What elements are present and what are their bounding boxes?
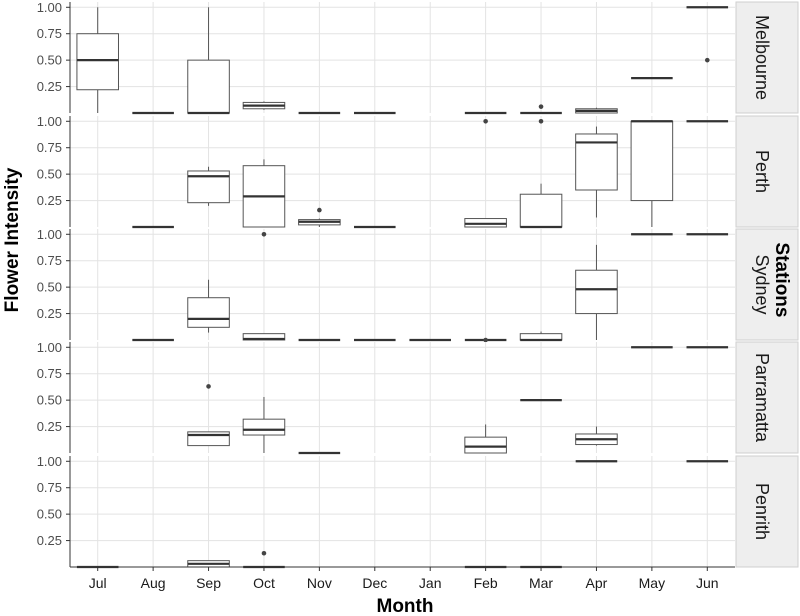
outlier-point [317, 207, 322, 213]
outlier-point [261, 550, 267, 556]
y-axis-title: Flower Intensity [2, 167, 23, 312]
box-oct [242, 396, 286, 453]
x-tick-label: Jan [419, 575, 442, 591]
x-tick-label: Apr [586, 575, 608, 591]
iqr-box [630, 120, 674, 202]
facet-strip [735, 115, 799, 228]
y-tick-label: 1.00 [37, 227, 62, 242]
box-oct [242, 101, 286, 110]
y-tick-label: 0.50 [37, 393, 62, 408]
box-apr [575, 107, 618, 114]
box-mar [520, 104, 562, 115]
box-sep [187, 560, 230, 568]
x-tick-label: Dec [362, 575, 387, 591]
facet-strip-label: Parramatta [752, 353, 772, 443]
facet-strip-label: Perth [752, 150, 772, 193]
box-may [630, 120, 674, 227]
y-tick-label: 0.25 [37, 306, 62, 321]
box-nov [298, 207, 341, 227]
facet-panel-penrith: 0.25 0.50 0.75 1.00 Penrith [37, 454, 799, 569]
x-tick-label: Oct [253, 575, 275, 591]
facet-strip-label: Melbourne [752, 15, 772, 100]
iqr-box [242, 418, 286, 436]
panels-layer: 0.25 0.50 0.75 1.00 Melbourne 0.25 0.50 0.75 1.0… [37, 0, 799, 569]
facet-panel-sydney: 0.25 0.50 0.75 1.00 Sydney [37, 227, 799, 343]
y-tick-label: 0.75 [37, 366, 62, 381]
facet-panel-parramatta: 0.25 0.50 0.75 1.00 Parramatta [37, 340, 799, 455]
box-mar [519, 331, 563, 342]
x-axis: Jul Aug Sep Oct Nov Dec Jan Feb Mar Apr May Jun [70, 566, 735, 591]
box-feb [464, 337, 507, 343]
facet-strip-label: Penrith [752, 483, 772, 540]
y-tick-label: 0.75 [37, 140, 62, 155]
outlier-point [704, 57, 710, 63]
iqr-box [187, 431, 230, 447]
facet-strip-label: Sydney [752, 254, 772, 314]
iqr-box [575, 269, 618, 315]
outlier-point [538, 104, 544, 109]
y-tick-label: 0.75 [37, 26, 62, 41]
panel-background [70, 229, 735, 340]
y-tick-label: 0.25 [37, 193, 62, 208]
iqr-box [187, 297, 230, 328]
x-tick-label: Jun [696, 575, 719, 591]
box-sep [187, 7, 230, 115]
facet-strip [735, 1, 799, 114]
iqr-box [464, 436, 507, 454]
box-feb [464, 424, 507, 454]
box-apr [575, 426, 618, 446]
y-tick-label: 0.50 [37, 280, 62, 295]
outlier-point [538, 118, 544, 124]
y-tick-label: 1.00 [37, 454, 62, 469]
stations-legend-title: Stations [771, 243, 792, 318]
box-apr [575, 126, 618, 218]
box-feb [464, 118, 507, 228]
y-tick-label: 0.50 [37, 53, 62, 68]
panel-background [70, 2, 735, 113]
box-jul [76, 7, 119, 113]
y-tick-label: 0.75 [37, 253, 62, 268]
y-tick-label: 0.50 [37, 167, 62, 182]
outlier-point [483, 118, 488, 124]
facet-strip [735, 455, 799, 568]
iqr-box [519, 193, 563, 228]
outlier-point [483, 337, 488, 343]
box-sep [187, 279, 230, 333]
y-tick-label: 1.00 [37, 114, 62, 129]
x-tick-label: Aug [141, 575, 166, 591]
box-jun [686, 6, 729, 63]
box-sep [187, 384, 230, 447]
facet-panel-melbourne: 0.25 0.50 0.75 1.00 Melbourne [37, 0, 799, 115]
y-tick-label: 0.50 [37, 507, 62, 522]
facet-panel-perth: 0.25 0.50 0.75 1.00 Perth [37, 114, 799, 229]
x-tick-label: May [639, 575, 665, 591]
facet-strip [735, 228, 799, 341]
box-sep [187, 166, 230, 206]
iqr-box [76, 33, 119, 91]
x-tick-label: Nov [307, 575, 332, 591]
iqr-box [187, 59, 230, 114]
x-axis-title: Month [377, 596, 434, 616]
x-tick-label: Mar [529, 575, 553, 591]
panel-background [70, 342, 735, 453]
outlier-point [206, 384, 211, 389]
y-tick-label: 1.00 [37, 340, 62, 355]
box-mar [519, 118, 563, 229]
y-tick-label: 0.75 [37, 480, 62, 495]
outlier-point [261, 231, 267, 237]
x-tick-label: Sep [196, 575, 221, 591]
box-oct [242, 231, 286, 341]
y-tick-label: 0.25 [37, 79, 62, 94]
y-tick-label: 1.00 [37, 0, 62, 15]
y-tick-label: 0.25 [37, 419, 62, 434]
panel-background [70, 116, 735, 227]
panel-background [70, 456, 735, 567]
box-apr [575, 244, 618, 340]
facet-strip [735, 341, 799, 454]
box-oct [242, 159, 286, 228]
y-tick-label: 0.25 [37, 533, 62, 548]
x-tick-label: Feb [474, 575, 498, 591]
x-tick-label: Jul [89, 575, 107, 591]
